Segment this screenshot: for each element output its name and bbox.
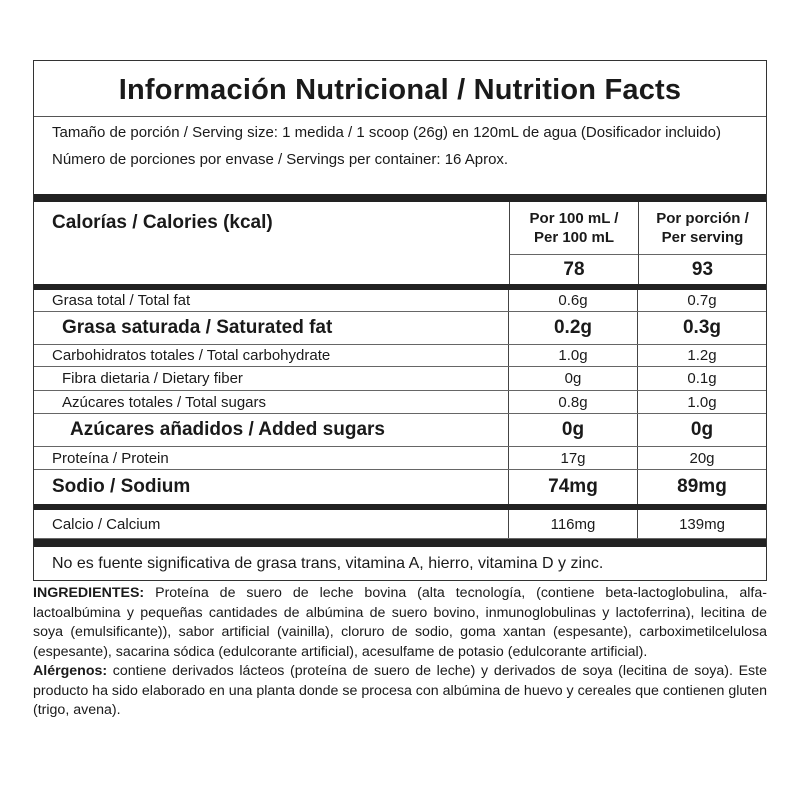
allergens-text: contiene derivados lácteos (proteína de … xyxy=(33,663,767,718)
value-per-100ml: 74mg xyxy=(509,470,638,504)
text: Per 100 mL xyxy=(533,229,615,246)
value-per-serving: 89mg xyxy=(677,476,727,497)
footnote: No es fuente significativa de grasa tran… xyxy=(52,555,604,572)
value-per-100ml: 1.0g xyxy=(509,345,638,366)
value-per-serving: 0g xyxy=(690,419,714,440)
nutrient-row-total-fat: Grasa total / Total fat 0.6g 0.7g xyxy=(34,290,766,312)
nutrient-label: Proteína / Protein xyxy=(34,447,509,469)
divider-thick xyxy=(34,539,766,547)
divider-thick xyxy=(34,194,766,202)
column-header-per-serving: Por porción / Per serving xyxy=(639,202,766,255)
calories-per-100ml: 78 xyxy=(563,258,585,280)
serving-info: Tamaño de porción / Serving size: 1 medi… xyxy=(34,117,766,194)
value-per-100ml: 116mg xyxy=(509,510,638,538)
nutrient-label: Carbohidratos totales / Total carbohydra… xyxy=(34,345,509,366)
value-per-serving: 1.2g xyxy=(687,347,717,364)
nutrient-label: Grasa total / Total fat xyxy=(34,290,509,311)
ingredients-section: INGREDIENTES: Proteína de suero de leche… xyxy=(33,584,767,721)
nutrient-label: Calcio / Calcium xyxy=(34,510,509,538)
value-per-100ml: 0.8g xyxy=(509,391,638,413)
value-per-serving: 0.1g xyxy=(687,370,717,387)
column-header-per-100ml: Por 100 mL / Per 100 mL xyxy=(510,202,638,255)
value-per-serving: 0.7g xyxy=(687,292,717,309)
nutrient-label: Sodio / Sodium xyxy=(34,470,509,504)
value-per-serving: 139mg xyxy=(679,515,725,533)
nutrient-row-total-carbohydrate: Carbohidratos totales / Total carbohydra… xyxy=(34,345,766,367)
text: Por porción / xyxy=(656,210,749,227)
nutrient-label: Azúcares totales / Total sugars xyxy=(34,391,509,413)
allergens-paragraph: Alérgenos: contiene derivados lácteos (p… xyxy=(33,662,767,721)
calories-per-serving: 93 xyxy=(691,258,714,280)
nutrient-row-sodium: Sodio / Sodium 74mg 89mg xyxy=(34,470,766,504)
calories-label: Calorías / Calories (kcal) xyxy=(52,212,273,233)
divider-thick xyxy=(34,504,766,510)
calories-header: Calorías / Calories (kcal) Por 100 mL / P… xyxy=(34,202,766,284)
text: Per serving xyxy=(661,229,744,246)
value-per-100ml: 0.2g xyxy=(509,312,638,344)
serving-size: Tamaño de porción / Serving size: 1 medi… xyxy=(52,124,721,141)
nutrition-facts-label: Información Nutricional / Nutrition Fact… xyxy=(33,60,767,581)
value-per-100ml: 0.6g xyxy=(509,290,638,311)
value-per-100ml: 17g xyxy=(509,447,638,469)
value-per-serving: 1.0g xyxy=(687,393,717,411)
text: Por 100 mL / xyxy=(529,210,619,227)
ingredients-heading: INGREDIENTES: xyxy=(33,585,145,601)
value-per-100ml: 0g xyxy=(509,367,638,390)
nutrient-row-total-sugars: Azúcares totales / Total sugars 0.8g 1.0g xyxy=(34,391,766,414)
nutrient-label: Grasa saturada / Saturated fat xyxy=(34,312,509,344)
value-per-serving: 20g xyxy=(689,449,715,467)
nutrient-rows: Grasa total / Total fat 0.6g 0.7g Grasa sa… xyxy=(34,290,766,504)
nutrient-row-protein: Proteína / Protein 17g 20g xyxy=(34,447,766,470)
nutrient-row-added-sugars: Azúcares añadidos / Added sugars 0g 0g xyxy=(34,414,766,447)
label-title: Información Nutricional / Nutrition Fact… xyxy=(34,61,766,117)
nutrient-label: Fibra dietaria / Dietary fiber xyxy=(34,367,509,390)
ingredients-text: Proteína de suero de leche bovina (alta … xyxy=(33,585,767,660)
nutrient-row-saturated-fat: Grasa saturada / Saturated fat 0.2g 0.3g xyxy=(34,312,766,345)
nutrient-label: Azúcares añadidos / Added sugars xyxy=(34,414,509,446)
value-per-serving: 0.3g xyxy=(682,317,722,338)
ingredients-paragraph: INGREDIENTES: Proteína de suero de leche… xyxy=(33,584,767,662)
divider-thick xyxy=(34,284,766,290)
allergens-heading: Alérgenos: xyxy=(33,663,108,679)
servings-per-container: Número de porciones por envase / Serving… xyxy=(52,151,509,168)
value-per-100ml: 0g xyxy=(509,414,638,446)
column-per-serving: Por porción / Per serving 93 xyxy=(638,202,766,284)
nutrient-row-calcium: Calcio / Calcium 116mg 139mg xyxy=(34,510,766,539)
nutrient-row-dietary-fiber: Fibra dietaria / Dietary fiber 0g 0.1g xyxy=(34,367,766,391)
column-per-100ml: Por 100 mL / Per 100 mL 78 xyxy=(509,202,638,284)
